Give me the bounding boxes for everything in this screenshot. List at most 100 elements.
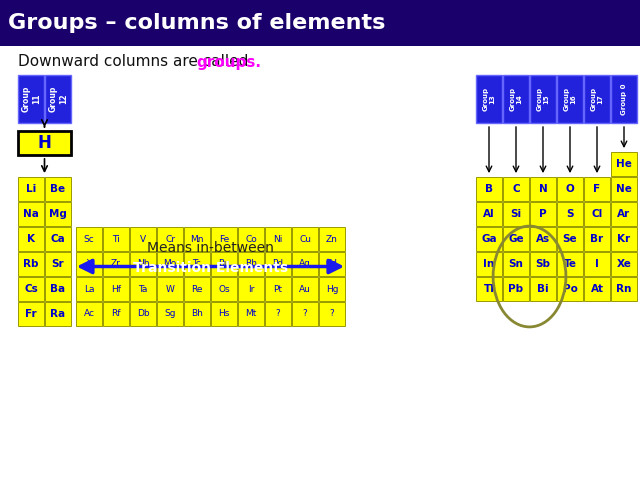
Bar xyxy=(319,252,345,276)
Text: Pb: Pb xyxy=(508,284,524,294)
Bar xyxy=(611,227,637,251)
Text: Fr: Fr xyxy=(25,309,37,319)
Text: Au: Au xyxy=(299,285,311,293)
Bar xyxy=(45,177,71,201)
Text: Ir: Ir xyxy=(248,285,254,293)
Bar xyxy=(18,302,44,326)
Text: Ne: Ne xyxy=(616,184,632,194)
Text: Xe: Xe xyxy=(616,259,632,269)
Bar xyxy=(238,277,264,301)
Text: Means in-between: Means in-between xyxy=(147,241,274,255)
Text: Bh: Bh xyxy=(191,310,203,319)
Text: Hs: Hs xyxy=(218,310,230,319)
Text: W: W xyxy=(166,285,175,293)
Text: Ru: Ru xyxy=(218,260,230,268)
Text: Sc: Sc xyxy=(84,235,94,243)
Text: Ar: Ar xyxy=(618,209,630,219)
Text: Be: Be xyxy=(51,184,65,194)
Text: Al: Al xyxy=(483,209,495,219)
Text: Mg: Mg xyxy=(49,209,67,219)
Text: Cd: Cd xyxy=(326,260,338,268)
Bar xyxy=(18,177,44,201)
Bar xyxy=(45,302,71,326)
Bar xyxy=(611,152,637,176)
Bar xyxy=(530,252,556,276)
Text: Ge: Ge xyxy=(508,234,524,244)
Text: Zr: Zr xyxy=(111,260,121,268)
Text: Hg: Hg xyxy=(326,285,339,293)
Bar xyxy=(184,277,210,301)
Text: Ti: Ti xyxy=(112,235,120,243)
Text: Ac: Ac xyxy=(83,310,95,319)
Bar xyxy=(265,252,291,276)
Text: Rh: Rh xyxy=(245,260,257,268)
Bar xyxy=(292,252,318,276)
Bar xyxy=(130,227,156,251)
Text: Group
17: Group 17 xyxy=(591,87,604,111)
Text: In: In xyxy=(483,259,495,269)
Text: Sr: Sr xyxy=(52,259,64,269)
Bar xyxy=(476,177,502,201)
Text: La: La xyxy=(84,285,94,293)
Text: groups.: groups. xyxy=(196,55,261,70)
Text: Db: Db xyxy=(137,310,149,319)
Text: Na: Na xyxy=(23,209,39,219)
Bar xyxy=(292,277,318,301)
Bar xyxy=(45,75,71,123)
Bar xyxy=(45,277,71,301)
Bar xyxy=(18,227,44,251)
Bar xyxy=(584,277,610,301)
Bar xyxy=(130,302,156,326)
Text: Cl: Cl xyxy=(591,209,603,219)
Bar xyxy=(611,202,637,226)
Bar xyxy=(584,177,610,201)
Bar xyxy=(18,277,44,301)
Bar xyxy=(130,277,156,301)
Text: Pd: Pd xyxy=(273,260,284,268)
Bar xyxy=(238,227,264,251)
Bar xyxy=(211,302,237,326)
Text: Ta: Ta xyxy=(138,285,148,293)
Text: As: As xyxy=(536,234,550,244)
Text: Zn: Zn xyxy=(326,235,338,243)
Bar xyxy=(76,302,102,326)
Bar xyxy=(503,202,529,226)
Text: Rn: Rn xyxy=(616,284,632,294)
Text: Mn: Mn xyxy=(190,235,204,243)
Text: H: H xyxy=(38,134,51,152)
Bar xyxy=(557,75,583,123)
Text: Li: Li xyxy=(26,184,36,194)
Bar xyxy=(76,227,102,251)
Bar xyxy=(265,302,291,326)
Text: O: O xyxy=(566,184,574,194)
Text: I: I xyxy=(595,259,599,269)
Bar xyxy=(265,277,291,301)
Text: B: B xyxy=(485,184,493,194)
Bar xyxy=(584,202,610,226)
Text: K: K xyxy=(27,234,35,244)
Bar xyxy=(45,227,71,251)
Bar xyxy=(157,302,183,326)
Bar xyxy=(130,252,156,276)
Text: Ga: Ga xyxy=(481,234,497,244)
Bar xyxy=(584,252,610,276)
Bar xyxy=(476,227,502,251)
Bar xyxy=(18,252,44,276)
Text: Br: Br xyxy=(591,234,604,244)
Bar xyxy=(292,227,318,251)
Text: Group
11: Group 11 xyxy=(21,86,41,112)
Bar xyxy=(530,277,556,301)
Bar xyxy=(211,277,237,301)
Bar xyxy=(584,227,610,251)
Text: Si: Si xyxy=(511,209,522,219)
Bar xyxy=(530,177,556,201)
Text: Group
14: Group 14 xyxy=(509,87,522,111)
Text: Transition Elements: Transition Elements xyxy=(133,262,288,276)
Text: Mt: Mt xyxy=(245,310,257,319)
Bar xyxy=(611,75,637,123)
Bar xyxy=(292,302,318,326)
Text: Fe: Fe xyxy=(219,235,229,243)
Bar xyxy=(530,202,556,226)
Text: Hf: Hf xyxy=(111,285,121,293)
Bar xyxy=(557,227,583,251)
